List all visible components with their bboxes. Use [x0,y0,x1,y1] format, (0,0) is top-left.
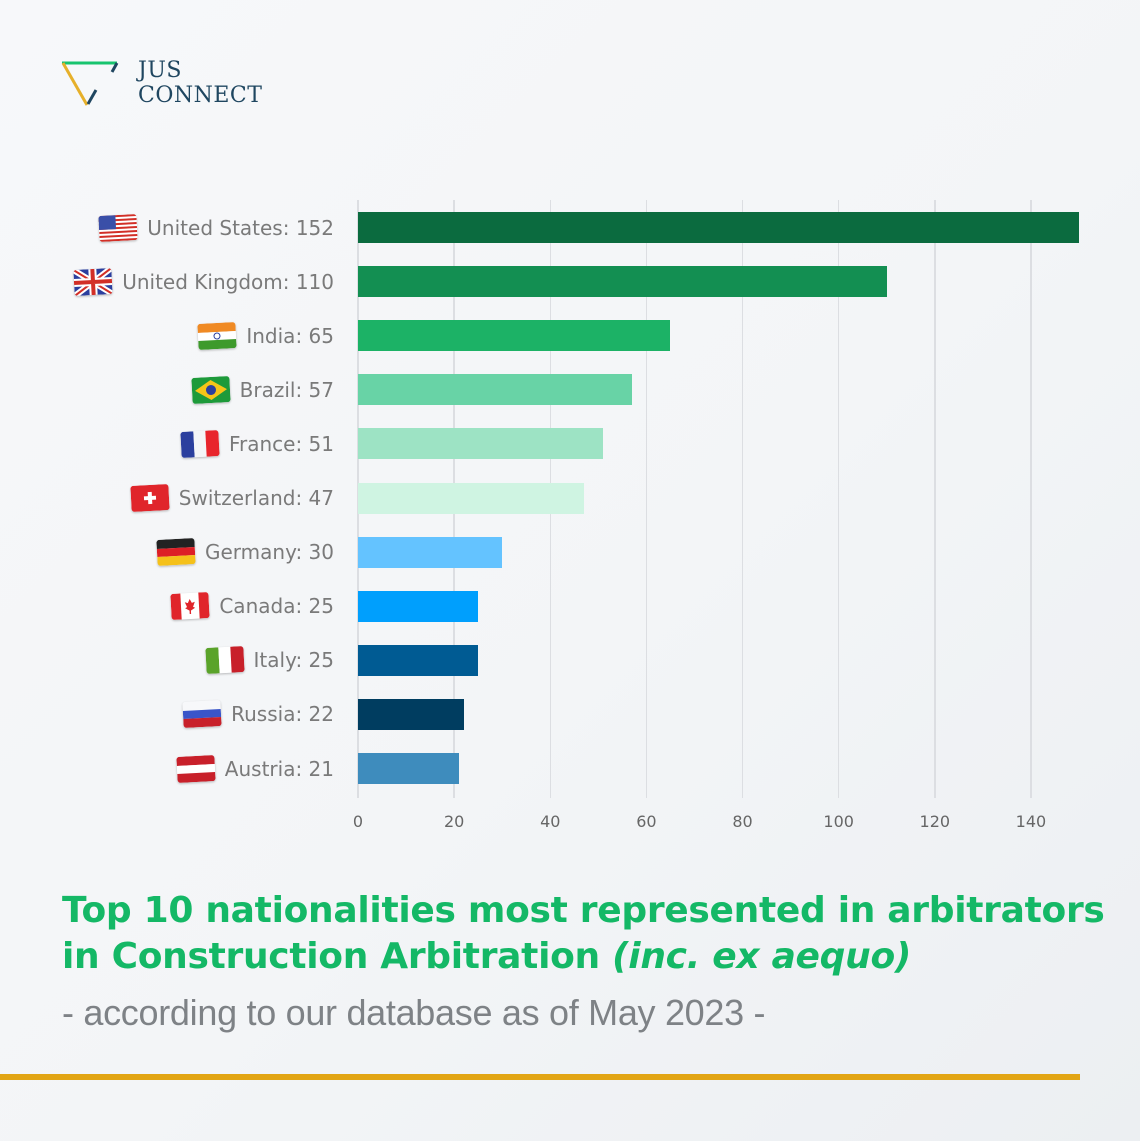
chart-row: Germany: 30 [0,536,1140,568]
flag-canada-icon [170,592,210,621]
gridline [741,200,744,798]
bar [358,536,503,568]
x-axis-tick-label: 120 [919,812,951,831]
chart-title-italic: (inc. ex aequo) [612,936,912,977]
category-label: Germany: 30 [156,537,334,568]
chart-row: Austria: 21 [0,753,1140,784]
chart-row: Switzerland: 47 [0,482,1140,514]
brand-wordmark: JUS CONNECT [138,58,262,108]
gridline [645,200,648,798]
brand-line-1: JUS [138,58,182,83]
category-label: Italy: 25 [204,645,334,676]
bar [358,753,459,784]
x-axis-tick-label: 0 [352,812,364,831]
category-label-text: Germany: 30 [204,540,334,565]
category-label-text: Canada: 25 [219,594,334,619]
category-label-text: United States: 152 [147,215,334,240]
chart-title: Top 10 nationalities most represented in… [62,888,1122,980]
category-label-text: Italy: 25 [253,648,334,673]
flag-brazil-icon [190,375,231,404]
x-axis-tick-label: 140 [1015,812,1047,831]
category-label: United Kingdom: 110 [73,266,334,297]
category-label: India: 65 [197,320,334,351]
chart-row: United States: 152 [0,212,1140,243]
chart-row: Italy: 25 [0,644,1140,676]
category-label: United States: 152 [98,212,334,243]
category-label-text: United Kingdom: 110 [122,269,334,294]
category-label-text: Brazil: 57 [239,377,334,402]
triangle-logo-icon [61,61,119,106]
flag-us-icon [98,213,138,242]
chart-row: Canada: 25 [0,590,1140,622]
bar [358,266,887,298]
category-label: Austria: 21 [176,753,334,784]
x-axis-tick-label: 80 [732,812,753,831]
chart-row: Russia: 22 [0,698,1140,730]
bar [358,374,632,406]
bar [358,644,479,676]
bar [358,212,1079,243]
chart-row: Brazil: 57 [0,374,1140,406]
flag-switzerland-icon [130,484,170,512]
flag-india-icon [197,321,238,350]
category-label-text: Russia: 22 [231,702,334,727]
flag-germany-icon [156,538,196,567]
brand-line-2: CONNECT [138,83,263,108]
category-label-text: Austria: 21 [224,756,334,781]
chart-title-main: Top 10 nationalities most represented in… [62,890,1105,977]
flag-italy-icon [204,646,245,675]
chart-row: India: 65 [0,320,1140,352]
chart-subtitle: - according to our database as of May 20… [62,992,766,1033]
gridline [837,200,840,798]
category-label: Brazil: 57 [190,374,334,405]
category-label: Canada: 25 [170,591,334,622]
bar [358,320,671,352]
brand-logo: JUS CONNECT [60,58,280,112]
bar-chart: 0 20 40 60 80 100 120 140 United States: 152 Unit… [0,200,1140,831]
x-axis-tick-label: 40 [540,812,561,831]
category-label-text: India: 65 [246,323,334,348]
accent-rule [0,1074,1080,1080]
category-label: Switzerland: 47 [130,483,334,514]
category-label-text: Switzerland: 47 [178,486,334,510]
x-axis-tick-label: 60 [636,812,657,831]
gridline [934,200,936,798]
flag-uk-icon [73,267,113,296]
flag-france-icon [180,429,220,458]
bar [358,428,604,460]
bar [358,482,584,514]
gridline [1030,200,1032,798]
x-axis-tick-label: 20 [443,812,465,831]
chart-row: United Kingdom: 110 [0,266,1140,298]
bar [358,590,479,622]
bar [358,698,464,730]
chart-row: France: 51 [0,428,1140,460]
category-label: Russia: 22 [182,699,334,730]
x-axis-tick-label: 100 [823,812,854,831]
category-label-text: France: 51 [228,431,334,456]
flag-austria-icon [176,754,216,783]
flag-russia-icon [182,700,222,729]
category-label: France: 51 [180,428,334,459]
